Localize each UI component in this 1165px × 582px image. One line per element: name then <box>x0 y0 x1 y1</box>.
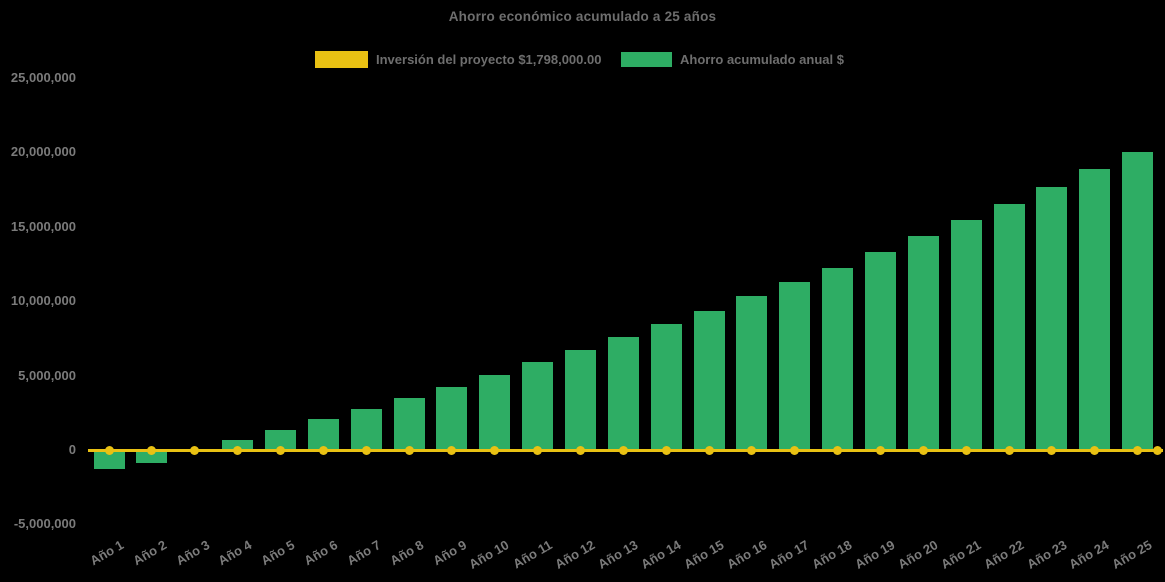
line-marker <box>275 445 285 455</box>
x-tick-label: Año 5 <box>258 537 298 569</box>
legend-label-ahorro: Ahorro acumulado anual $ <box>680 51 844 67</box>
bar <box>436 386 468 450</box>
bar <box>864 252 896 450</box>
line-marker <box>747 445 757 455</box>
y-tick-label: 25,000,000 <box>10 70 76 85</box>
x-tick-label: Año 19 <box>852 537 898 572</box>
line-marker <box>233 445 243 455</box>
line-marker <box>361 445 371 455</box>
line-marker <box>875 445 885 455</box>
bar <box>136 450 168 463</box>
x-tick-label: Año 1 <box>87 537 126 569</box>
x-tick-label: Año 23 <box>1023 537 1069 572</box>
line-marker <box>147 445 157 455</box>
bar <box>736 295 768 450</box>
x-tick-label: Año 11 <box>510 537 555 572</box>
x-tick-label: Año 12 <box>552 537 598 572</box>
bar <box>1122 151 1154 450</box>
x-tick-label: Año 10 <box>466 537 512 572</box>
x-tick-label: Año 8 <box>387 537 427 569</box>
bar <box>479 374 511 450</box>
x-tick-label: Año 13 <box>595 537 641 572</box>
chart-title: Ahorro económico acumulado a 25 años <box>448 9 717 24</box>
line-marker <box>575 445 585 455</box>
line-marker <box>190 445 200 455</box>
x-tick-label: Año 16 <box>723 537 769 572</box>
bar <box>307 419 339 450</box>
line-marker <box>961 445 971 455</box>
x-tick-label: Año 24 <box>1066 537 1112 572</box>
legend-green-swatch-icon <box>621 51 672 67</box>
line-marker <box>704 445 714 455</box>
line-marker <box>790 445 800 455</box>
bar <box>264 429 296 450</box>
x-tick-label: Año 3 <box>172 537 212 569</box>
bar <box>907 236 939 450</box>
bar <box>607 336 639 450</box>
line-marker <box>404 445 414 455</box>
line-marker <box>661 445 671 455</box>
line-marker <box>533 445 543 455</box>
legend-label-inversion: Inversión del proyecto $1,798,000.00 <box>376 51 602 67</box>
line-end-marker <box>1153 445 1162 455</box>
x-tick-label: Año 18 <box>809 537 855 572</box>
line-marker <box>618 445 628 455</box>
y-tick-label: 10,000,000 <box>10 293 76 309</box>
y-tick-label: 20,000,000 <box>10 144 76 160</box>
line-marker <box>918 445 928 455</box>
y-tick-label: 5,000,000 <box>18 367 76 383</box>
x-tick-label: Año 4 <box>215 537 255 569</box>
line-marker <box>1004 445 1014 455</box>
line-marker <box>833 445 843 455</box>
bar <box>564 349 596 450</box>
x-tick-label: Año 7 <box>344 537 384 569</box>
line-marker <box>1133 445 1143 455</box>
legend-item-inversion: Inversión del proyecto $1,798,000.00 <box>315 50 601 68</box>
x-tick-label: Año 6 <box>301 537 341 569</box>
bar <box>693 310 725 450</box>
x-tick-label: Año 17 <box>766 537 812 572</box>
y-tick-label: 0 <box>68 442 76 457</box>
bar <box>1036 186 1068 450</box>
bar <box>650 324 682 450</box>
y-tick-label: -5,000,000 <box>13 516 76 532</box>
x-tick-label: Año 9 <box>430 537 469 569</box>
bar <box>822 267 854 450</box>
x-tick-label: Año 21 <box>938 537 984 572</box>
line-marker <box>447 445 457 455</box>
x-tick-label: Año 2 <box>130 537 169 569</box>
legend-yellow-swatch-icon <box>315 50 368 68</box>
x-tick-label: Año 25 <box>1109 537 1155 572</box>
bar <box>993 203 1025 450</box>
x-tick-label: Año 20 <box>895 537 941 572</box>
bar <box>1079 168 1111 450</box>
y-tick-label: 15,000,000 <box>10 218 76 234</box>
x-tick-label: Año 15 <box>681 537 727 572</box>
bar <box>779 281 811 450</box>
bar <box>950 220 982 450</box>
bar <box>93 450 125 470</box>
line-marker <box>104 445 114 455</box>
bar <box>222 440 254 450</box>
x-tick-label: Año 22 <box>981 537 1027 572</box>
line-marker <box>1090 445 1100 455</box>
legend-item-ahorro: Ahorro acumulado anual $ <box>621 50 844 68</box>
bar <box>522 362 554 450</box>
line-marker <box>318 445 328 455</box>
x-tick-label: Año 14 <box>638 537 684 572</box>
line-marker <box>490 445 500 455</box>
bar <box>350 409 382 450</box>
line-marker <box>1047 445 1057 455</box>
bar <box>393 397 425 450</box>
